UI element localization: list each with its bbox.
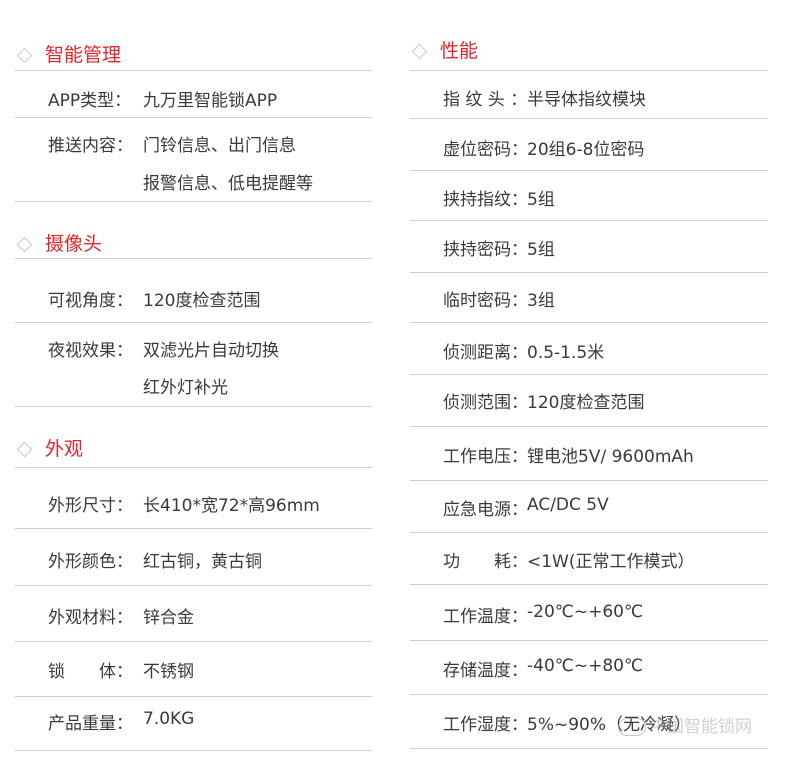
spec-value: 九万里智能锁APP (143, 91, 278, 111)
divider (410, 640, 768, 641)
spec-label: 功 耗： (443, 552, 528, 572)
spec-value: 120度检查范围 (143, 291, 261, 311)
spec-value: 120度检查范围 (527, 393, 645, 413)
divider (15, 467, 372, 468)
spec-label: 锁 体： (48, 662, 133, 682)
spec-value-continued: 报警信息、低电提醒等 (143, 174, 313, 194)
divider (410, 220, 768, 221)
diamond-icon (411, 43, 428, 60)
divider (15, 696, 372, 697)
spec-value: 0.5-1.5米 (527, 343, 605, 363)
spec-value: -20℃~+60℃ (527, 602, 644, 622)
spec-value-continued: 红外灯补光 (143, 378, 228, 398)
spec-label: 侦测距离： (443, 343, 528, 363)
divider (15, 201, 372, 202)
spec-value: 5%~90%（无冷凝） (527, 715, 691, 735)
section-title: 性能 (440, 40, 479, 62)
spec-label: 外观材料： (48, 608, 133, 628)
divider (410, 272, 768, 273)
section-title: 摄像头 (45, 233, 103, 255)
spec-label: 虚位密码： (443, 140, 528, 160)
spec-label: 工作温度： (443, 607, 528, 627)
diamond-icon (16, 236, 33, 253)
spec-label: 外形颜色： (48, 552, 133, 572)
spec-label: 工作湿度： (443, 715, 528, 735)
spec-value: 长410*宽72*高96mm (143, 496, 320, 516)
spec-value: 双滤光片自动切换 (143, 341, 279, 361)
divider (15, 528, 372, 529)
spec-label: 推送内容： (48, 136, 133, 156)
spec-value: -40℃~+80℃ (527, 656, 644, 676)
spec-label: 夜视效果： (48, 341, 133, 361)
spec-label: 侦测范围： (443, 393, 528, 413)
divider (410, 322, 768, 323)
spec-value: 7.0KG (143, 709, 195, 729)
spec-value: 锌合金 (143, 608, 194, 628)
divider (410, 694, 768, 695)
diamond-icon (16, 441, 33, 458)
divider (410, 748, 768, 749)
watermark: 中国智能锁网 (618, 712, 752, 737)
divider (15, 641, 372, 642)
divider (410, 584, 768, 585)
divider (410, 374, 768, 375)
spec-label: 工作电压： (443, 447, 528, 467)
divider (410, 170, 768, 171)
spec-label: 临时密码： (443, 291, 528, 311)
diamond-icon (16, 47, 33, 64)
section-title: 智能管理 (45, 44, 122, 66)
spec-label: 指 纹 头 ： (443, 90, 528, 110)
spec-label: 外形尺寸： (48, 496, 133, 516)
divider (15, 258, 372, 259)
cloud-logo-icon (618, 718, 646, 736)
spec-label: 可视角度： (48, 291, 133, 311)
watermark-text: 中国智能锁网 (650, 717, 752, 737)
divider (15, 750, 372, 751)
spec-label: 挟持指纹： (443, 190, 528, 210)
spec-value: AC/DC 5V (527, 495, 609, 515)
divider (410, 426, 768, 427)
spec-value: <1W(正常工作模式） (527, 552, 695, 572)
spec-label: 应急电源： (443, 500, 528, 520)
divider (410, 480, 768, 481)
divider (15, 70, 372, 71)
spec-label: 产品重量： (48, 714, 133, 734)
spec-value: 红古铜，黄古铜 (143, 552, 262, 572)
divider (15, 322, 372, 323)
section-title: 外观 (45, 438, 84, 460)
divider (15, 585, 372, 586)
divider (410, 70, 768, 71)
spec-value: 半导体指纹模块 (527, 90, 646, 110)
divider (410, 532, 768, 533)
spec-label: APP类型： (48, 91, 132, 111)
divider (15, 117, 372, 118)
spec-value: 3组 (527, 291, 555, 311)
spec-value: 5组 (527, 190, 555, 210)
divider (15, 406, 372, 407)
spec-value: 5组 (527, 240, 555, 260)
spec-value: 门铃信息、出门信息 (143, 136, 296, 156)
spec-label: 挟持密码： (443, 240, 528, 260)
spec-value: 不锈钢 (143, 662, 194, 682)
spec-value: 20组6-8位密码 (527, 140, 645, 160)
spec-value: 锂电池5V/ 9600mAh (527, 447, 694, 467)
spec-label: 存储温度： (443, 661, 528, 681)
divider (410, 118, 768, 119)
